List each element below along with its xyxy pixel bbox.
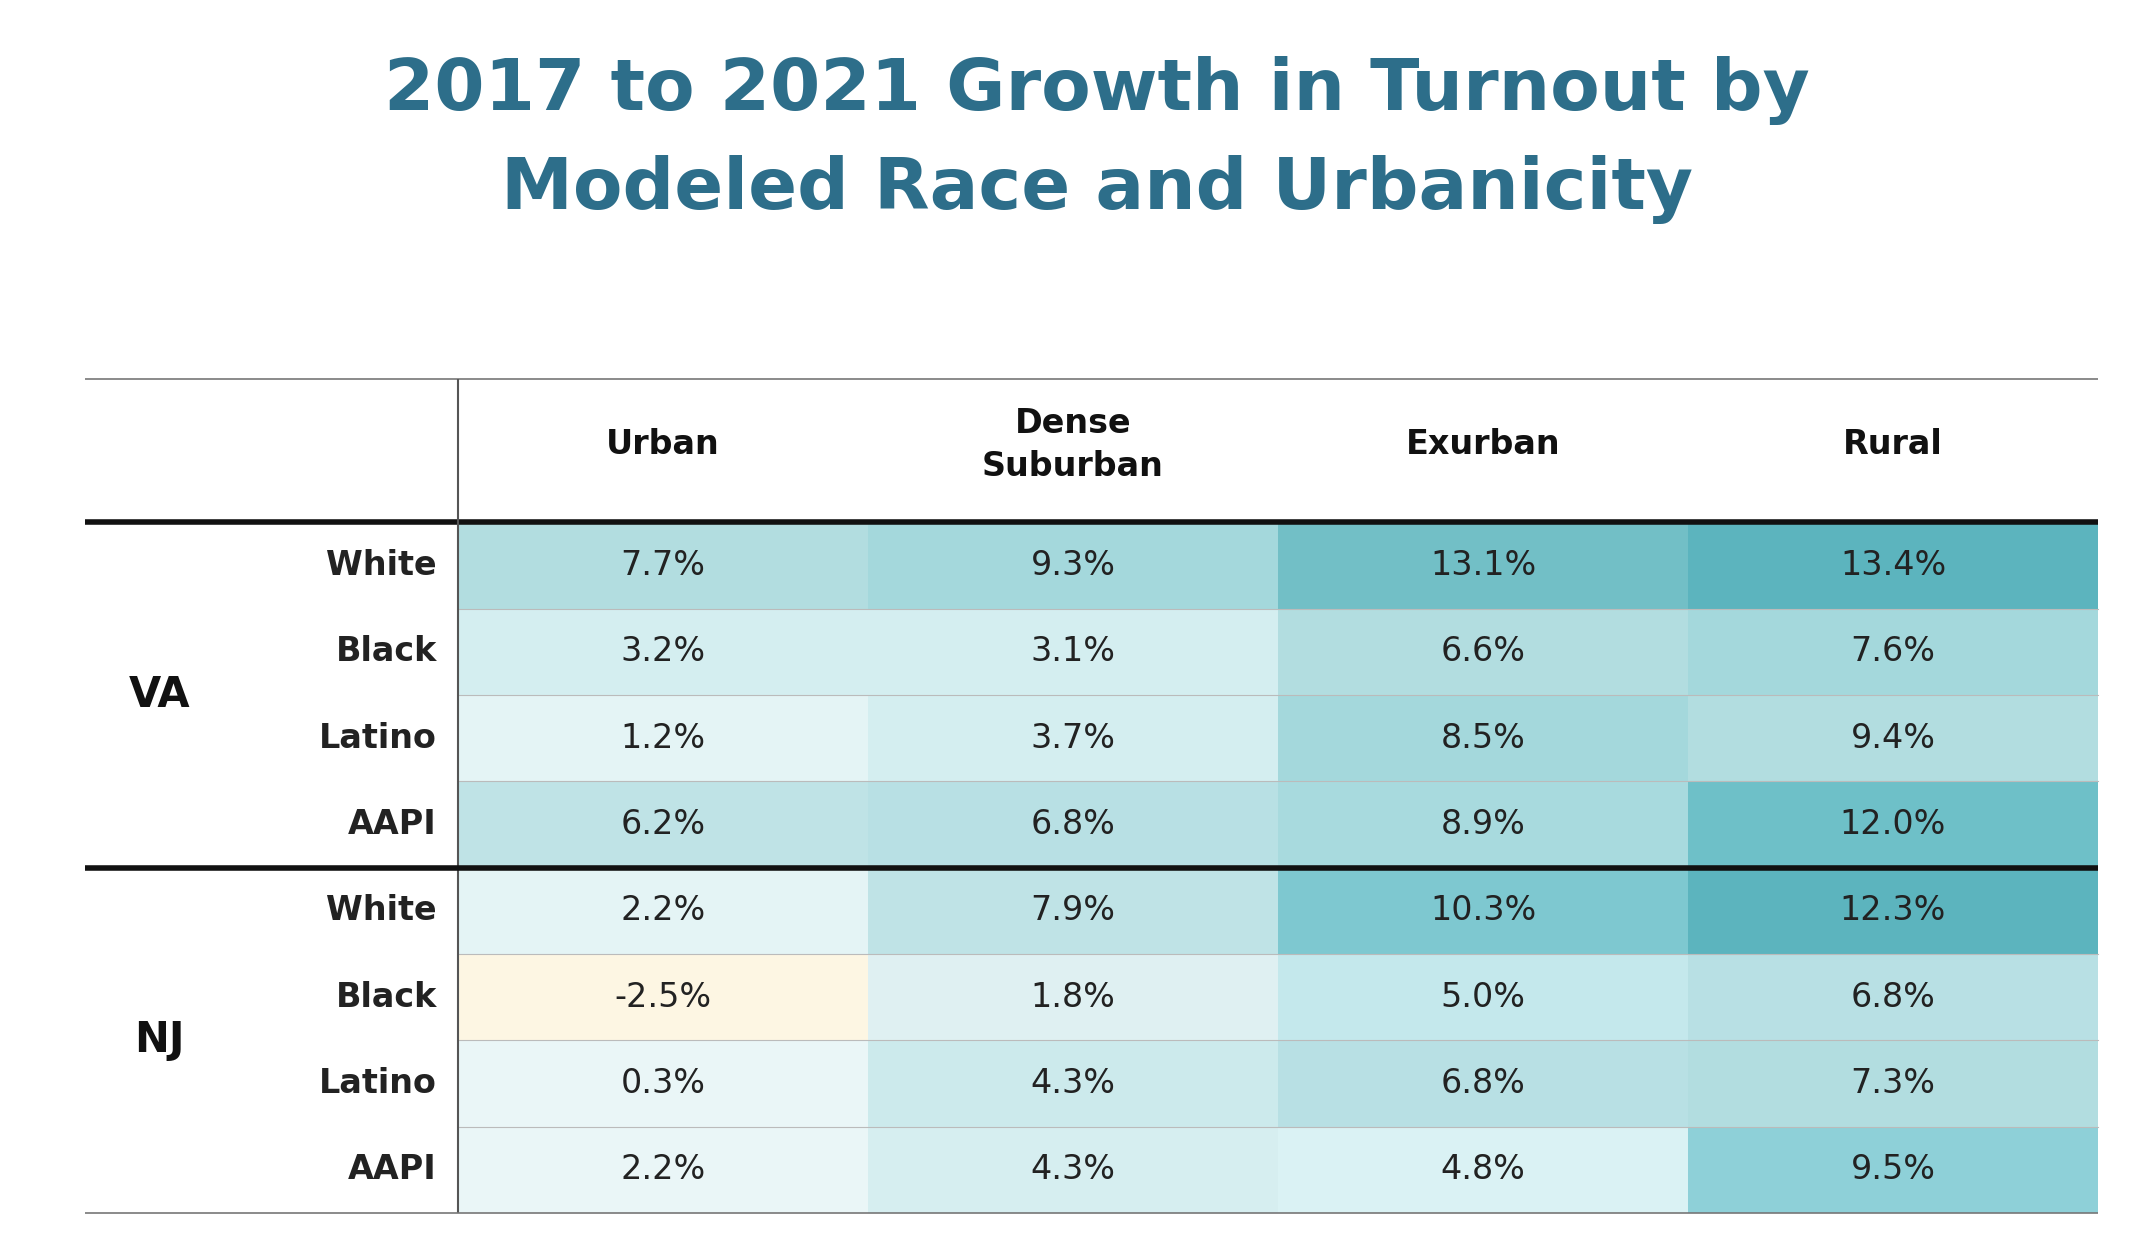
Text: White: White bbox=[326, 894, 437, 927]
Text: 4.3%: 4.3% bbox=[1031, 1153, 1116, 1187]
Bar bbox=[1278, 695, 1687, 781]
Text: 3.1%: 3.1% bbox=[1031, 636, 1116, 668]
Text: 9.4%: 9.4% bbox=[1851, 722, 1936, 755]
Text: Latino: Latino bbox=[320, 1067, 437, 1100]
Bar bbox=[869, 1040, 1278, 1127]
Bar bbox=[869, 608, 1278, 695]
Text: 12.0%: 12.0% bbox=[1840, 809, 1947, 841]
Text: 3.7%: 3.7% bbox=[1031, 722, 1116, 755]
Bar bbox=[1687, 1127, 2098, 1213]
Text: 13.1%: 13.1% bbox=[1429, 549, 1536, 582]
Bar bbox=[1687, 608, 2098, 695]
Bar bbox=[458, 1040, 869, 1127]
Text: 7.6%: 7.6% bbox=[1851, 636, 1936, 668]
Text: White: White bbox=[326, 549, 437, 582]
Text: 1.2%: 1.2% bbox=[620, 722, 705, 755]
Text: 1.8%: 1.8% bbox=[1031, 980, 1116, 1014]
Bar bbox=[458, 522, 869, 608]
Text: Black: Black bbox=[334, 980, 437, 1014]
Text: 2017 to 2021 Growth in Turnout by: 2017 to 2021 Growth in Turnout by bbox=[383, 56, 1810, 124]
Text: 6.8%: 6.8% bbox=[1851, 980, 1936, 1014]
Bar bbox=[869, 868, 1278, 954]
Bar bbox=[1687, 522, 2098, 608]
Text: Exurban: Exurban bbox=[1406, 428, 1561, 462]
Text: 8.9%: 8.9% bbox=[1440, 809, 1525, 841]
Text: 13.4%: 13.4% bbox=[1840, 549, 1947, 582]
Bar bbox=[869, 522, 1278, 608]
Text: 3.2%: 3.2% bbox=[620, 636, 705, 668]
Text: 10.3%: 10.3% bbox=[1429, 894, 1536, 927]
Text: 7.3%: 7.3% bbox=[1851, 1067, 1936, 1100]
Bar bbox=[458, 608, 869, 695]
Text: 6.6%: 6.6% bbox=[1440, 636, 1525, 668]
Bar bbox=[1278, 1127, 1687, 1213]
Text: Modeled Race and Urbanicity: Modeled Race and Urbanicity bbox=[501, 156, 1693, 224]
Text: NJ: NJ bbox=[134, 1019, 185, 1061]
Bar bbox=[1687, 954, 2098, 1040]
Bar bbox=[1687, 695, 2098, 781]
Bar bbox=[869, 954, 1278, 1040]
Text: 6.2%: 6.2% bbox=[620, 809, 705, 841]
Text: 12.3%: 12.3% bbox=[1840, 894, 1947, 927]
Bar bbox=[1278, 954, 1687, 1040]
Text: 2.2%: 2.2% bbox=[620, 894, 705, 927]
Bar bbox=[1278, 608, 1687, 695]
Bar bbox=[1687, 868, 2098, 954]
Bar bbox=[1687, 781, 2098, 868]
Bar bbox=[1278, 522, 1687, 608]
Bar bbox=[1278, 781, 1687, 868]
Text: -2.5%: -2.5% bbox=[613, 980, 711, 1014]
Text: 6.8%: 6.8% bbox=[1031, 809, 1116, 841]
Text: Latino: Latino bbox=[320, 722, 437, 755]
Text: Urban: Urban bbox=[607, 428, 720, 462]
Bar bbox=[869, 781, 1278, 868]
Text: AAPI: AAPI bbox=[347, 809, 437, 841]
Bar bbox=[458, 781, 869, 868]
Text: Black: Black bbox=[334, 636, 437, 668]
Bar bbox=[1687, 1040, 2098, 1127]
Bar bbox=[458, 1127, 869, 1213]
Bar bbox=[458, 954, 869, 1040]
Bar bbox=[869, 1127, 1278, 1213]
Text: Dense
Suburban: Dense Suburban bbox=[982, 407, 1163, 483]
Text: 8.5%: 8.5% bbox=[1440, 722, 1525, 755]
Text: 7.7%: 7.7% bbox=[620, 549, 705, 582]
Text: 4.8%: 4.8% bbox=[1440, 1153, 1525, 1187]
Text: 6.8%: 6.8% bbox=[1440, 1067, 1525, 1100]
Bar bbox=[1278, 868, 1687, 954]
Bar bbox=[869, 695, 1278, 781]
Bar bbox=[458, 868, 869, 954]
Text: VA: VA bbox=[130, 674, 190, 717]
Text: 9.3%: 9.3% bbox=[1031, 549, 1116, 582]
Text: 7.9%: 7.9% bbox=[1031, 894, 1116, 927]
Bar bbox=[458, 695, 869, 781]
Text: AAPI: AAPI bbox=[347, 1153, 437, 1187]
Bar bbox=[1278, 1040, 1687, 1127]
Text: 2.2%: 2.2% bbox=[620, 1153, 705, 1187]
Text: 9.5%: 9.5% bbox=[1851, 1153, 1936, 1187]
Text: 0.3%: 0.3% bbox=[620, 1067, 705, 1100]
Text: 5.0%: 5.0% bbox=[1440, 980, 1525, 1014]
Text: Rural: Rural bbox=[1842, 428, 1943, 462]
Text: 4.3%: 4.3% bbox=[1031, 1067, 1116, 1100]
